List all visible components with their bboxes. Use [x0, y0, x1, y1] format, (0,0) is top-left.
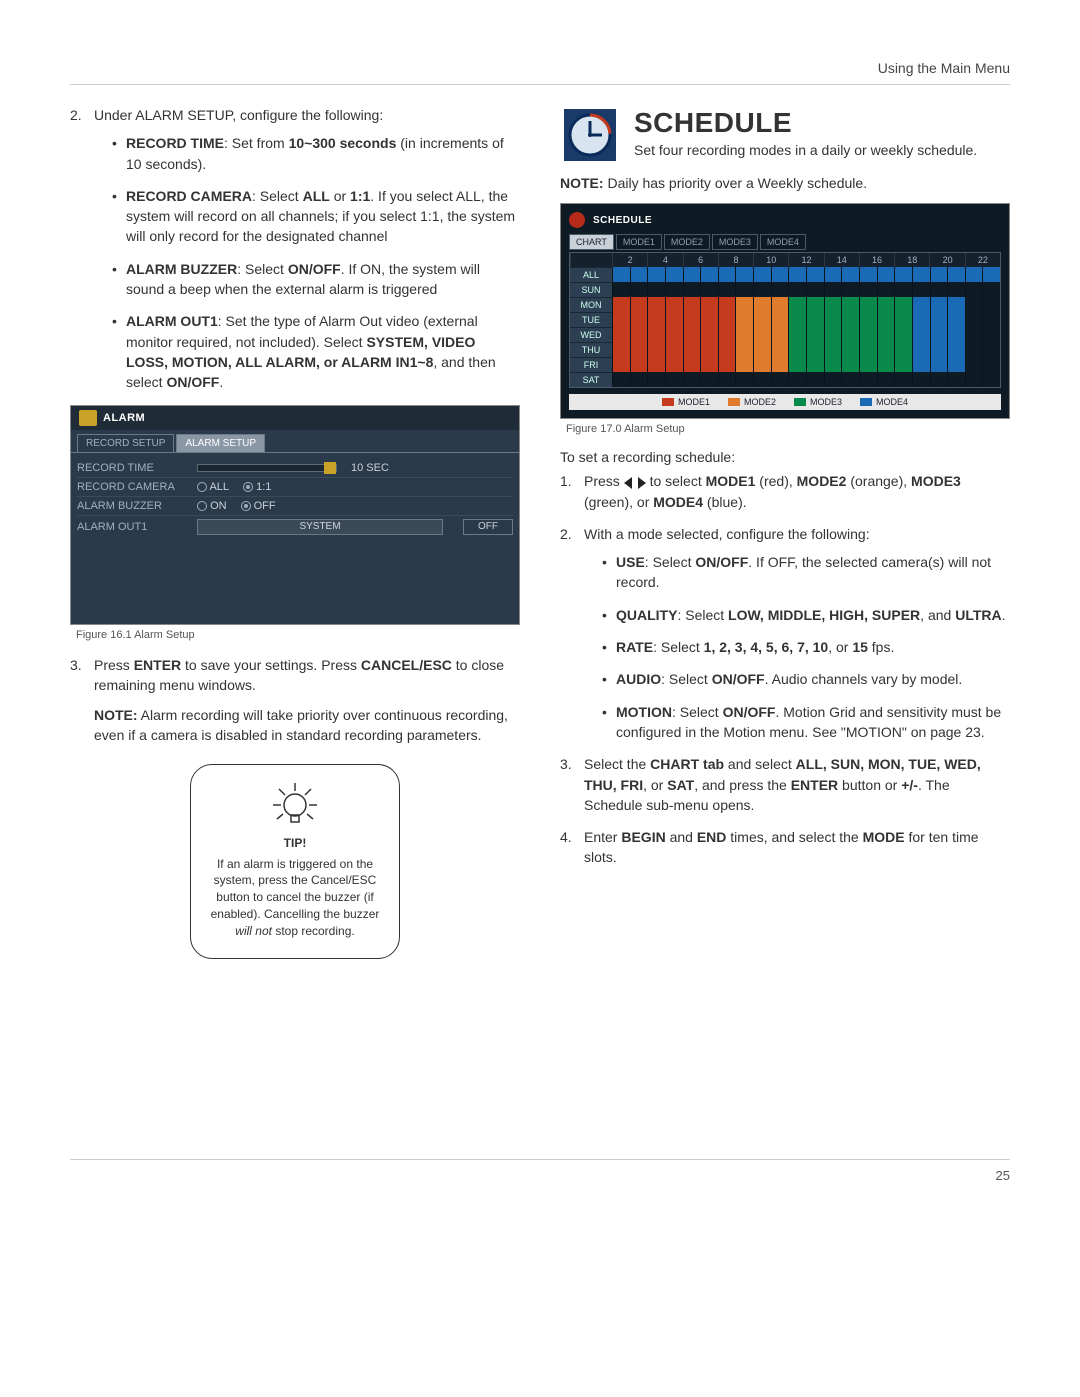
- schedule-subtitle: Set four recording modes in a daily or w…: [634, 141, 977, 161]
- alarm-out1-label: ALARM OUT1: [126, 313, 218, 329]
- legend-mode1: MODE1: [662, 397, 710, 407]
- alarm-tabs: RECORD SETUP ALARM SETUP: [71, 430, 519, 452]
- header-section-label: Using the Main Menu: [70, 60, 1010, 76]
- schedule-row-tue[interactable]: TUE: [570, 312, 1000, 327]
- right-column: SCHEDULE Set four recording modes in a d…: [560, 105, 1010, 959]
- alarm-body: RECORD TIME 10 SEC RECORD CAMERA ALL 1:1…: [71, 452, 519, 624]
- page-header: Using the Main Menu: [70, 60, 1010, 85]
- bullet-quality: QUALITY: Select LOW, MIDDLE, HIGH, SUPER…: [602, 605, 1010, 625]
- bullet-audio: AUDIO: Select ON/OFF. Audio channels var…: [602, 669, 1010, 689]
- schedule-tab-mode3[interactable]: MODE3: [712, 234, 758, 250]
- sched-step-3: 3. Select the CHART tab and select ALL, …: [560, 754, 1010, 815]
- alarm-panel-title: ALARM: [103, 412, 145, 424]
- sched-step-1: 1. Press to select MODE1 (red), MODE2 (o…: [560, 471, 1010, 512]
- hour-label: [570, 253, 612, 267]
- figure-16-caption: Figure 16.1 Alarm Setup: [76, 629, 520, 641]
- record-time-label: RECORD TIME: [126, 135, 224, 151]
- schedule-panel-title: SCHEDULE: [593, 215, 652, 226]
- schedule-clock-icon: [560, 105, 620, 165]
- bullet-alarm-buzzer: ALARM BUZZER: Select ON/OFF. If ON, the …: [112, 259, 520, 300]
- schedule-row-fri[interactable]: FRI: [570, 357, 1000, 372]
- hour-label: 6: [683, 253, 718, 267]
- alarm-out1-dropdown[interactable]: SYSTEM: [197, 519, 443, 535]
- tab-alarm-setup[interactable]: ALARM SETUP: [176, 434, 265, 452]
- note-alarm-priority: NOTE: Alarm recording will take priority…: [94, 705, 520, 746]
- step-2-text: Under ALARM SETUP, configure the followi…: [94, 107, 383, 123]
- bullet-record-camera: RECORD CAMERA: Select ALL or 1:1. If you…: [112, 186, 520, 247]
- bullet-rate: RATE: Select 1, 2, 3, 4, 5, 6, 7, 10, or…: [602, 637, 1010, 657]
- bullet-motion: MOTION: Select ON/OFF. Motion Grid and s…: [602, 702, 1010, 743]
- row-record-time: RECORD TIME 10 SEC: [77, 459, 513, 477]
- row-alarm-buzzer: ALARM BUZZER ON OFF: [77, 496, 513, 515]
- schedule-legend: MODE1 MODE2 MODE3 MODE4: [569, 394, 1001, 410]
- schedule-grid: 246810121416182022 ALLSUNMONTUEWEDTHUFRI…: [569, 252, 1001, 388]
- schedule-hours-header: 246810121416182022: [570, 253, 1000, 267]
- tip-title: TIP!: [207, 835, 383, 852]
- figure-17-caption: Figure 17.0 Alarm Setup: [566, 423, 1010, 435]
- tab-record-setup[interactable]: RECORD SETUP: [77, 434, 174, 452]
- record-camera-label: RECORD CAMERA: [126, 188, 252, 204]
- legend-mode4: MODE4: [860, 397, 908, 407]
- alarm-out1-state[interactable]: OFF: [463, 519, 513, 535]
- record-time-slider[interactable]: [197, 464, 337, 472]
- bullet-alarm-out1: ALARM OUT1: Set the type of Alarm Out vi…: [112, 311, 520, 392]
- radio-11[interactable]: 1:1: [243, 481, 271, 493]
- row-alarm-out1: ALARM OUT1 SYSTEM OFF: [77, 515, 513, 538]
- radio-off[interactable]: OFF: [241, 500, 276, 512]
- bullet-record-time: RECORD TIME: Set from 10~300 seconds (in…: [112, 133, 520, 174]
- schedule-note: NOTE: Daily has priority over a Weekly s…: [560, 173, 1010, 193]
- legend-mode3: MODE3: [794, 397, 842, 407]
- alarm-title-bar: ALARM: [71, 406, 519, 430]
- alarm-buzzer-label: ALARM BUZZER: [126, 261, 237, 277]
- schedule-row-mon[interactable]: MON: [570, 297, 1000, 312]
- hour-label: 4: [647, 253, 682, 267]
- hour-label: 14: [824, 253, 859, 267]
- schedule-row-wed[interactable]: WED: [570, 327, 1000, 342]
- step-3: 3. Press ENTER to save your settings. Pr…: [70, 655, 520, 746]
- hour-label: 10: [753, 253, 788, 267]
- tip-box: TIP! If an alarm is triggered on the sys…: [190, 764, 400, 959]
- schedule-title-bar: SCHEDULE: [569, 212, 1001, 228]
- schedule-row-thu[interactable]: THU: [570, 342, 1000, 357]
- schedule-tab-mode2[interactable]: MODE2: [664, 234, 710, 250]
- row-record-camera: RECORD CAMERA ALL 1:1: [77, 477, 513, 496]
- radio-all[interactable]: ALL: [197, 481, 229, 493]
- schedule-icon: [569, 212, 585, 228]
- hour-label: 12: [788, 253, 823, 267]
- schedule-intro: To set a recording schedule:: [560, 449, 1010, 465]
- step-2: 2. Under ALARM SETUP, configure the foll…: [70, 105, 520, 393]
- two-column-layout: 2. Under ALARM SETUP, configure the foll…: [70, 105, 1010, 959]
- sched-step-4: 4. Enter BEGIN and END times, and select…: [560, 827, 1010, 868]
- schedule-rows: ALLSUNMONTUEWEDTHUFRISAT: [570, 267, 1000, 387]
- hour-label: 20: [929, 253, 964, 267]
- page-number: 25: [996, 1168, 1010, 1183]
- alarm-bell-icon: [79, 410, 97, 426]
- bullet-use: USE: Select ON/OFF. If OFF, the selected…: [602, 552, 1010, 593]
- hour-label: 16: [859, 253, 894, 267]
- left-column: 2. Under ALARM SETUP, configure the foll…: [70, 105, 520, 959]
- lightbulb-icon: [267, 779, 323, 829]
- schedule-tab-mode1[interactable]: MODE1: [616, 234, 662, 250]
- left-right-arrows-icon: [624, 477, 646, 489]
- schedule-panel: SCHEDULE CHARTMODE1MODE2MODE3MODE4 24681…: [560, 203, 1010, 419]
- sched-step-2: 2. With a mode selected, configure the f…: [560, 524, 1010, 742]
- page-footer: 25: [70, 1159, 1010, 1183]
- legend-mode2: MODE2: [728, 397, 776, 407]
- alarm-setup-panel: ALARM RECORD SETUP ALARM SETUP RECORD TI…: [70, 405, 520, 625]
- record-time-value: 10 SEC: [351, 462, 389, 474]
- schedule-heading: SCHEDULE Set four recording modes in a d…: [560, 105, 1010, 165]
- schedule-row-sat[interactable]: SAT: [570, 372, 1000, 387]
- schedule-title: SCHEDULE: [634, 107, 977, 139]
- schedule-tab-mode4[interactable]: MODE4: [760, 234, 806, 250]
- hour-label: 2: [612, 253, 647, 267]
- hour-label: 18: [894, 253, 929, 267]
- schedule-row-all[interactable]: ALL: [570, 267, 1000, 282]
- schedule-row-sun[interactable]: SUN: [570, 282, 1000, 297]
- schedule-tab-chart[interactable]: CHART: [569, 234, 614, 250]
- radio-on[interactable]: ON: [197, 500, 227, 512]
- hour-label: 8: [718, 253, 753, 267]
- schedule-tabs: CHARTMODE1MODE2MODE3MODE4: [569, 234, 1001, 250]
- hour-label: 22: [965, 253, 1000, 267]
- tip-body: If an alarm is triggered on the system, …: [207, 856, 383, 940]
